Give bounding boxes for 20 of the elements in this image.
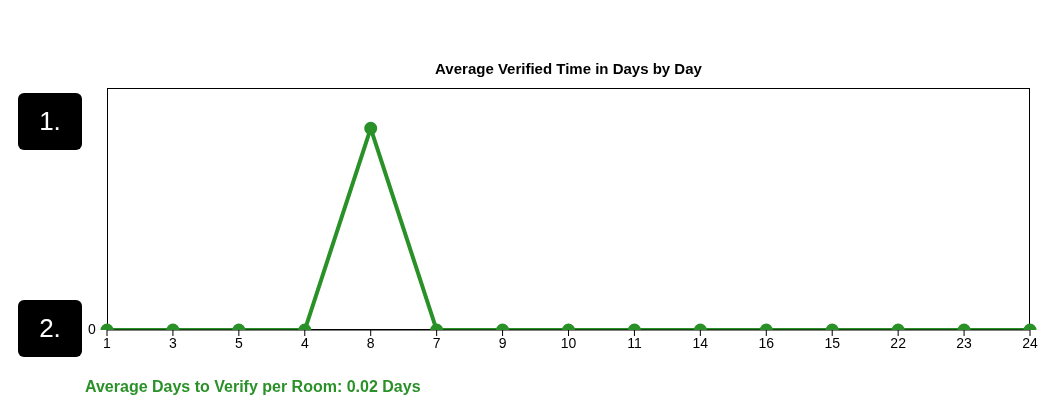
chart-title: Average Verified Time in Days by Day xyxy=(434,60,703,77)
x-tick-label: 22 xyxy=(890,334,907,351)
x-tick-label: 4 xyxy=(300,334,309,351)
x-tick-label: 16 xyxy=(758,334,775,351)
text: 1. xyxy=(18,93,82,150)
x-tick-label: 15 xyxy=(824,334,841,351)
x-tick-label: 3 xyxy=(169,334,178,351)
x-tick-label: 5 xyxy=(234,334,243,351)
x-tick-label: 11 xyxy=(627,334,642,351)
text: 0 xyxy=(88,321,96,337)
x-tick-label: 8 xyxy=(366,334,375,351)
x-tick-label: 23 xyxy=(956,334,973,351)
x-tick-label: 7 xyxy=(432,334,441,351)
text: Average Days to Verify per Room: 0.02 Days xyxy=(85,378,421,396)
text: 2. xyxy=(18,300,82,357)
x-tick-label: 10 xyxy=(560,334,577,351)
x-tick-label: 1 xyxy=(103,334,112,351)
x-tick-label: 9 xyxy=(498,334,507,351)
x-tick-label: 14 xyxy=(692,334,709,351)
x-tick-label: 24 xyxy=(1022,334,1038,351)
